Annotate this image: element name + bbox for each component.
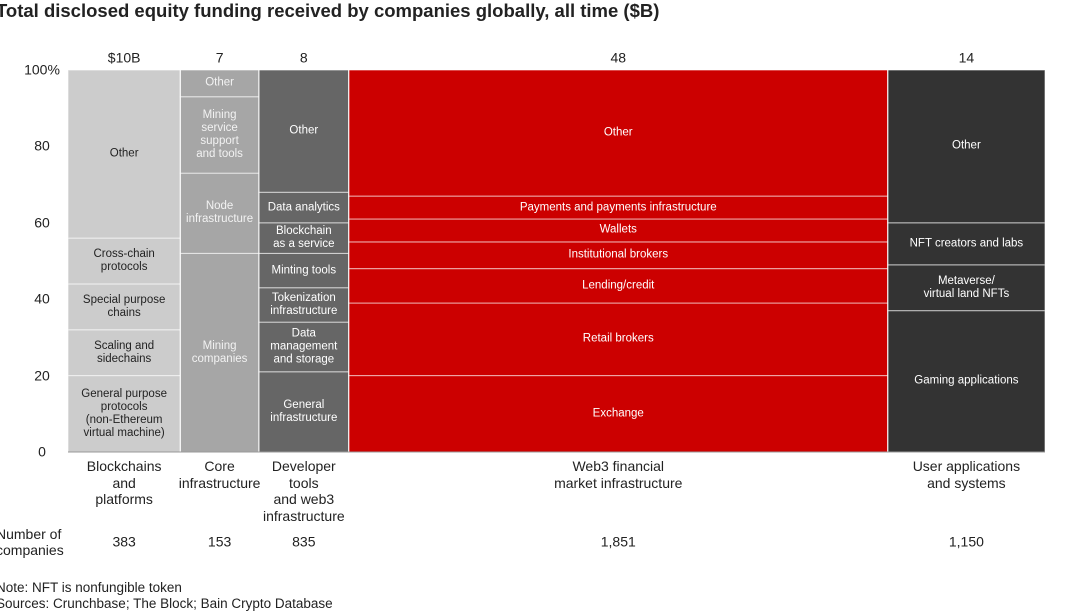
y-tick-label: 80	[34, 137, 50, 154]
segment-label: NFT creators and labs	[909, 237, 1024, 250]
segment-label: Cross-chain protocols	[93, 248, 155, 273]
segment-label: Institutional brokers	[568, 248, 669, 261]
segment-label: General purpose protocols (non-Ethereum …	[81, 387, 167, 439]
segment	[67, 69, 181, 239]
segment	[348, 69, 889, 197]
segment	[258, 69, 350, 193]
segment	[258, 321, 350, 373]
segment-label: Mining service support and tools	[196, 108, 243, 160]
segment-label: Data analytics	[267, 201, 340, 214]
column-total-label: 14	[958, 49, 975, 66]
segment	[348, 302, 889, 377]
category-label: Core infrastructure	[178, 458, 261, 491]
column-total-label: 48	[610, 49, 627, 66]
category-label: Web3 financial market infrastructure	[554, 458, 683, 491]
segment-label: Special purpose chains	[82, 293, 166, 319]
segment-label: Mining companies	[191, 339, 248, 365]
y-tick-label: 20	[34, 367, 50, 384]
category-label: Developer tools and web3 infrastructure	[262, 458, 345, 524]
segment-label: Other	[109, 147, 139, 160]
y-tick-label: 100%	[24, 61, 60, 78]
segment-label: Other	[952, 139, 981, 152]
segment	[67, 329, 181, 377]
note: Note: NFT is nonfungible token	[0, 580, 182, 595]
segment	[887, 264, 1046, 312]
y-tick-label: 0	[38, 443, 46, 460]
segment-label: Tokenization infrastructure	[270, 291, 338, 317]
segment	[179, 252, 260, 453]
segment	[67, 375, 181, 453]
segment-label: Node infrastructure	[186, 200, 254, 226]
company-count: 1,851	[600, 533, 636, 550]
segment-label: Scaling and sidechains	[94, 339, 155, 365]
category-label: User applications and systems	[912, 458, 1021, 491]
segment-label: Blockchain as a service	[273, 225, 335, 251]
segment-label: Other	[289, 124, 319, 137]
column-total-label: 7	[215, 49, 224, 66]
column-total-label: $10B	[107, 49, 141, 66]
segment-label: Retail brokers	[582, 332, 654, 345]
y-tick-label: 60	[34, 214, 50, 231]
segment	[67, 237, 181, 285]
segment	[179, 172, 260, 254]
segment-label: Other	[603, 126, 633, 139]
segment-label: Exchange	[592, 407, 644, 420]
segment-label: Metaverse/ virtual land NFTs	[923, 274, 1010, 300]
y-tick-label: 40	[34, 290, 50, 307]
segment-label: Payments and payments infrastructure	[519, 201, 717, 214]
company-count: 153	[207, 533, 232, 550]
segment-label: General infrastructure	[270, 398, 338, 424]
sources: Sources: Crunchbase; The Block; Bain Cry…	[0, 596, 333, 611]
segment	[887, 69, 1046, 224]
segment-label: Gaming applications	[914, 374, 1019, 387]
column-total-label: 8	[299, 49, 308, 66]
segment	[258, 222, 350, 254]
companies-label: Number of companies	[0, 526, 64, 558]
segment-label: Minting tools	[271, 264, 337, 277]
company-count: 835	[292, 533, 316, 550]
chart-title: Total disclosed equity funding received …	[0, 0, 660, 21]
company-count: 383	[112, 533, 136, 550]
segment	[258, 371, 350, 453]
category-label: Blockchains and platforms	[86, 458, 162, 507]
company-count: 1,150	[948, 533, 984, 550]
segment-label: Other	[205, 76, 234, 89]
segment-label: Lending/credit	[582, 279, 655, 292]
segment-label: Wallets	[599, 223, 637, 236]
segment-label: Data management and storage	[270, 327, 338, 366]
